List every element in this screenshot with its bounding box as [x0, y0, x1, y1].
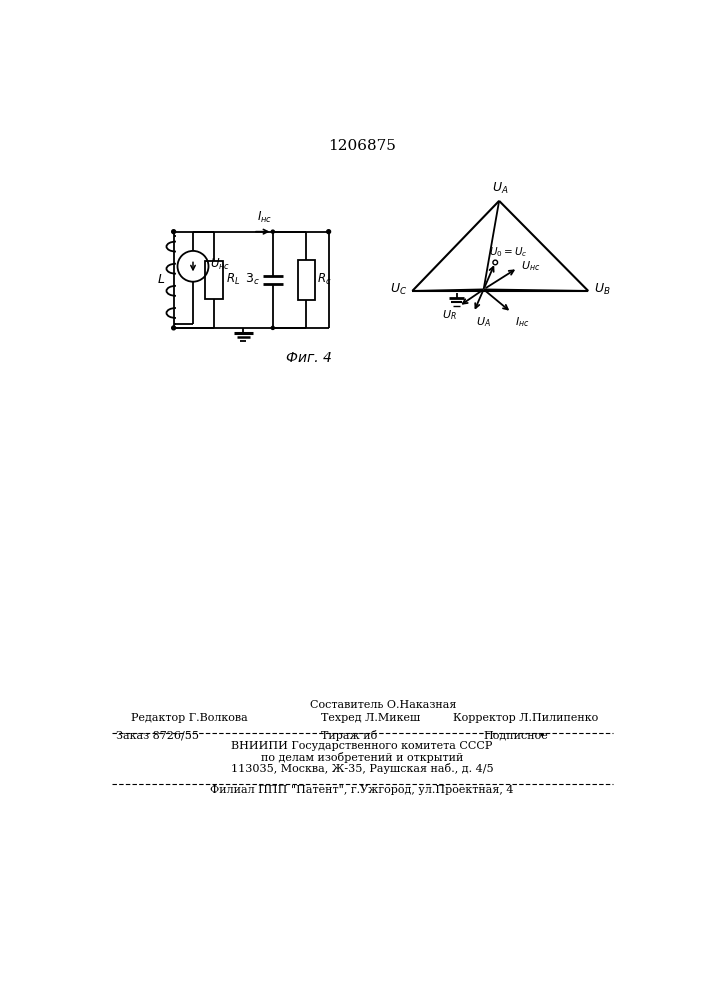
Circle shape: [172, 230, 175, 234]
Text: Составитель О.Наказная: Составитель О.Наказная: [310, 700, 456, 710]
Bar: [204, 261, 223, 299]
Text: $U_{нс}$: $U_{нс}$: [210, 257, 230, 272]
Text: $U_R$: $U_R$: [442, 309, 457, 322]
Text: $U_A$: $U_A$: [492, 181, 509, 196]
Text: Редактор Г.Волкова: Редактор Г.Волкова: [131, 713, 247, 723]
Text: •: •: [538, 731, 544, 741]
Bar: [298, 260, 315, 300]
Text: 113035, Москва, Ж-35, Раушская наб., д. 4/5: 113035, Москва, Ж-35, Раушская наб., д. …: [230, 764, 493, 774]
Text: $U_{нс}$: $U_{нс}$: [521, 259, 540, 273]
Circle shape: [327, 230, 331, 234]
Text: $R_c$: $R_c$: [317, 272, 332, 287]
Text: Тираж иб: Тираж иб: [321, 730, 378, 741]
Circle shape: [271, 230, 274, 233]
Text: $I_{нс}$: $I_{нс}$: [257, 210, 272, 225]
Text: $3_c$: $3_c$: [245, 272, 259, 287]
Text: $U_A$: $U_A$: [476, 315, 491, 329]
Text: $U_B$: $U_B$: [595, 282, 611, 297]
Text: 1206875: 1206875: [328, 139, 396, 153]
Text: по делам изобретений и открытий: по делам изобретений и открытий: [261, 752, 463, 763]
Text: Подписное: Подписное: [484, 731, 549, 741]
Text: ВНИИПИ Государственного комитета СССР: ВНИИПИ Государственного комитета СССР: [231, 741, 493, 751]
Text: $U_0{=}U_c$: $U_0{=}U_c$: [489, 245, 528, 259]
Circle shape: [271, 326, 274, 329]
Text: $L$: $L$: [157, 273, 165, 286]
Text: Заказ 8726/55: Заказ 8726/55: [115, 731, 199, 741]
Text: Фиг. 4: Фиг. 4: [286, 351, 332, 365]
Text: $I_{нс}$: $I_{нс}$: [515, 315, 529, 329]
Text: $U_C$: $U_C$: [390, 282, 408, 297]
Text: $R_L$: $R_L$: [226, 272, 240, 287]
Text: Техред Л.Микеш: Техред Л.Микеш: [321, 713, 420, 723]
Circle shape: [172, 326, 175, 330]
Text: Корректор Л.Пилипенко: Корректор Л.Пилипенко: [452, 713, 598, 723]
Text: Филиал ППП "Патент", г.Ужгород, ул.Проектная, 4: Филиал ППП "Патент", г.Ужгород, ул.Проек…: [210, 785, 514, 795]
